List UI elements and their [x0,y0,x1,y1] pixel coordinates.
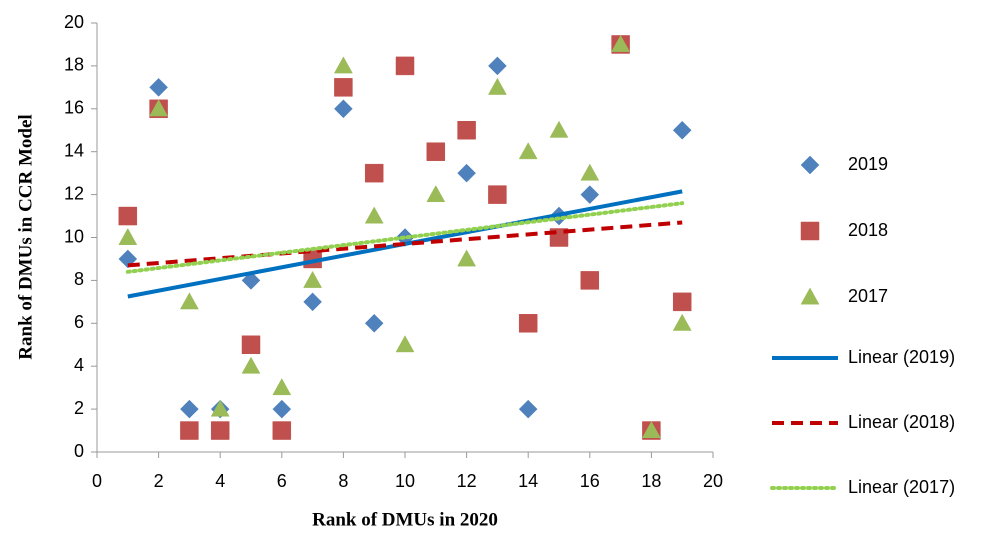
point [426,185,446,203]
point [487,77,507,95]
x-tick-label: 12 [457,471,477,491]
point [149,77,168,97]
y-tick-label: 4 [74,355,84,375]
point [580,271,600,290]
point [611,34,631,52]
point [488,56,507,76]
point [210,399,230,417]
point [395,335,415,353]
point [272,421,292,440]
x-tick-label: 10 [395,471,415,491]
point [334,78,353,97]
point [488,185,507,204]
legend-marker [800,221,820,241]
point [272,399,292,419]
point [179,292,199,310]
point [549,120,569,138]
y-tick-label: 8 [74,269,84,289]
trendline [127,220,683,268]
y-tick-label: 0 [74,441,84,461]
y-tick-label: 6 [74,312,84,332]
point [518,314,538,333]
point [180,399,199,419]
point [672,313,692,331]
x-tick-label: 16 [580,471,600,491]
point [210,421,230,440]
point [118,227,138,245]
x-tick-label: 0 [92,471,102,491]
legend-label: 2019 [848,154,888,174]
point [641,421,661,438]
legend-label: Linear (2018) [848,412,955,432]
legend-label: 2018 [848,220,888,240]
point [364,163,384,183]
y-tick-label: 16 [64,98,84,118]
point [672,120,692,140]
x-tick-label: 4 [215,471,225,491]
point [457,121,476,140]
point [241,356,261,374]
legend-label: Linear (2017) [848,477,955,497]
y-tick-label: 14 [64,140,84,160]
y-tick-label: 20 [64,12,84,32]
x-tick-label: 20 [703,471,723,491]
point [580,163,600,181]
point [672,292,692,312]
point [180,421,199,440]
point [457,163,476,183]
legend-label: Linear (2019) [848,347,955,367]
y-tick-label: 10 [64,226,84,246]
point [580,185,600,204]
point [426,142,446,161]
point [395,56,415,76]
y-axis-title: Rank of DMUs in CCR Model [15,114,36,359]
point [364,206,384,224]
x-tick-label: 18 [641,471,661,491]
point [457,249,477,267]
point [149,99,169,117]
point [118,206,138,226]
point [364,313,384,333]
point [334,99,353,119]
x-tick-label: 8 [338,471,348,491]
legend-label: 2017 [848,286,888,306]
point [272,378,292,396]
point [303,292,322,312]
point [518,399,538,419]
x-tick-label: 14 [518,471,538,491]
x-axis-title: Rank of DMUs in 2020 [312,509,498,530]
y-tick-label: 18 [64,55,84,75]
point [303,270,323,288]
trendline [127,189,683,299]
legend-marker [800,287,820,305]
trendline [125,201,685,274]
y-tick-label: 12 [64,183,84,203]
x-tick-label: 6 [277,471,287,491]
point [241,335,261,354]
point [333,56,353,74]
legend-marker [800,155,820,175]
point [518,142,538,160]
x-tick-label: 2 [154,471,164,491]
y-tick-label: 2 [74,398,84,418]
